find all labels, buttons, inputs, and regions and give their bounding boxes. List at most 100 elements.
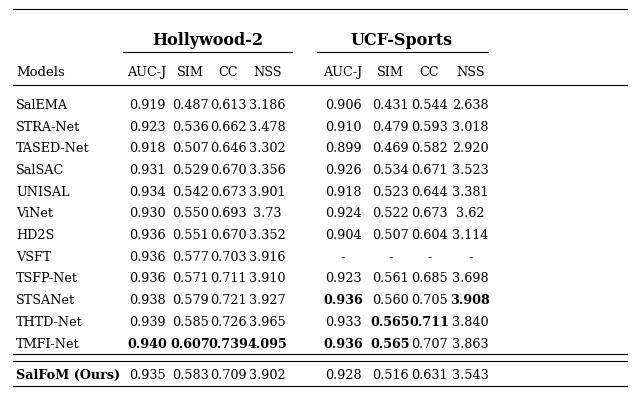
Text: 0.705: 0.705 [411,294,448,306]
Text: 0.523: 0.523 [372,185,409,198]
Text: 0.585: 0.585 [172,315,209,328]
Text: 3.902: 3.902 [249,368,286,381]
Text: Hollywood-2: Hollywood-2 [152,32,264,49]
Text: 0.928: 0.928 [324,368,362,381]
Text: 0.662: 0.662 [210,120,247,133]
Text: 0.604: 0.604 [411,229,448,241]
Text: 3.73: 3.73 [253,207,282,220]
Text: 3.523: 3.523 [452,164,489,176]
Text: -: - [428,250,431,263]
Text: 0.931: 0.931 [129,164,166,176]
Text: 0.431: 0.431 [372,99,409,111]
Text: 3.901: 3.901 [249,185,286,198]
Text: 0.910: 0.910 [324,120,362,133]
Text: 0.607: 0.607 [171,337,211,350]
Text: SalEMA: SalEMA [16,99,68,111]
Text: 2.920: 2.920 [452,142,489,155]
Text: 0.936: 0.936 [323,337,363,350]
Text: 0.550: 0.550 [172,207,209,220]
Text: 3.698: 3.698 [452,272,489,285]
Text: 0.707: 0.707 [411,337,448,350]
Text: 0.469: 0.469 [372,142,409,155]
Text: 0.924: 0.924 [324,207,362,220]
Text: THTD-Net: THTD-Net [16,315,83,328]
Text: 3.62: 3.62 [456,207,484,220]
Text: 3.018: 3.018 [452,120,489,133]
Text: AUC-J: AUC-J [323,66,363,79]
Text: 0.711: 0.711 [410,315,449,328]
Text: 0.711: 0.711 [211,272,246,285]
Text: 0.936: 0.936 [129,250,166,263]
Text: SalFoM (Ours): SalFoM (Ours) [16,368,120,381]
Text: 0.670: 0.670 [210,164,247,176]
Text: 0.919: 0.919 [129,99,166,111]
Text: SIM: SIM [377,66,404,79]
Text: 3.863: 3.863 [452,337,489,350]
Text: CC: CC [420,66,439,79]
Text: -: - [388,250,392,263]
Text: 3.908: 3.908 [451,294,490,306]
Text: 0.709: 0.709 [210,368,247,381]
Text: 0.536: 0.536 [172,120,209,133]
Text: 3.965: 3.965 [249,315,286,328]
Text: 3.302: 3.302 [249,142,286,155]
Text: 0.936: 0.936 [323,294,363,306]
Text: TSFP-Net: TSFP-Net [16,272,78,285]
Text: 0.670: 0.670 [210,229,247,241]
Text: 0.918: 0.918 [324,185,362,198]
Text: 0.644: 0.644 [411,185,448,198]
Text: 0.671: 0.671 [411,164,448,176]
Text: -: - [341,250,345,263]
Text: 3.916: 3.916 [249,250,286,263]
Text: SalSAC: SalSAC [16,164,64,176]
Text: 0.583: 0.583 [172,368,209,381]
Text: 0.721: 0.721 [210,294,247,306]
Text: 4.095: 4.095 [248,337,287,350]
Text: 0.560: 0.560 [372,294,409,306]
Text: TMFI-Net: TMFI-Net [16,337,79,350]
Text: VSFT: VSFT [16,250,51,263]
Text: 3.927: 3.927 [249,294,286,306]
Text: 0.673: 0.673 [210,185,247,198]
Text: 0.631: 0.631 [411,368,448,381]
Text: 0.923: 0.923 [324,272,362,285]
Text: 3.186: 3.186 [249,99,286,111]
Text: 2.638: 2.638 [452,99,489,111]
Text: 3.352: 3.352 [249,229,286,241]
Text: 3.478: 3.478 [249,120,286,133]
Text: 0.935: 0.935 [129,368,166,381]
Text: NSS: NSS [253,66,282,79]
Text: 0.936: 0.936 [129,272,166,285]
Text: 0.582: 0.582 [411,142,448,155]
Text: 0.593: 0.593 [411,120,448,133]
Text: 0.923: 0.923 [129,120,166,133]
Text: 0.739: 0.739 [209,337,248,350]
Text: 0.693: 0.693 [210,207,247,220]
Text: 0.542: 0.542 [172,185,209,198]
Text: STRA-Net: STRA-Net [16,120,80,133]
Text: TASED-Net: TASED-Net [16,142,90,155]
Text: 0.579: 0.579 [172,294,209,306]
Text: STSANet: STSANet [16,294,75,306]
Text: 0.507: 0.507 [372,229,409,241]
Text: SIM: SIM [177,66,204,79]
Text: UCF-Sports: UCF-Sports [351,32,453,49]
Text: 0.685: 0.685 [411,272,448,285]
Text: 0.673: 0.673 [411,207,448,220]
Text: 0.613: 0.613 [210,99,247,111]
Text: 0.939: 0.939 [129,315,166,328]
Text: 0.930: 0.930 [129,207,166,220]
Text: HD2S: HD2S [16,229,54,241]
Text: CC: CC [219,66,238,79]
Text: 0.938: 0.938 [129,294,166,306]
Text: NSS: NSS [456,66,484,79]
Text: 0.904: 0.904 [324,229,362,241]
Text: 0.936: 0.936 [129,229,166,241]
Text: -: - [468,250,472,263]
Text: 0.479: 0.479 [372,120,409,133]
Text: UNISAL: UNISAL [16,185,70,198]
Text: 0.906: 0.906 [324,99,362,111]
Text: 0.529: 0.529 [172,164,209,176]
Text: 0.561: 0.561 [372,272,409,285]
Text: 0.516: 0.516 [372,368,409,381]
